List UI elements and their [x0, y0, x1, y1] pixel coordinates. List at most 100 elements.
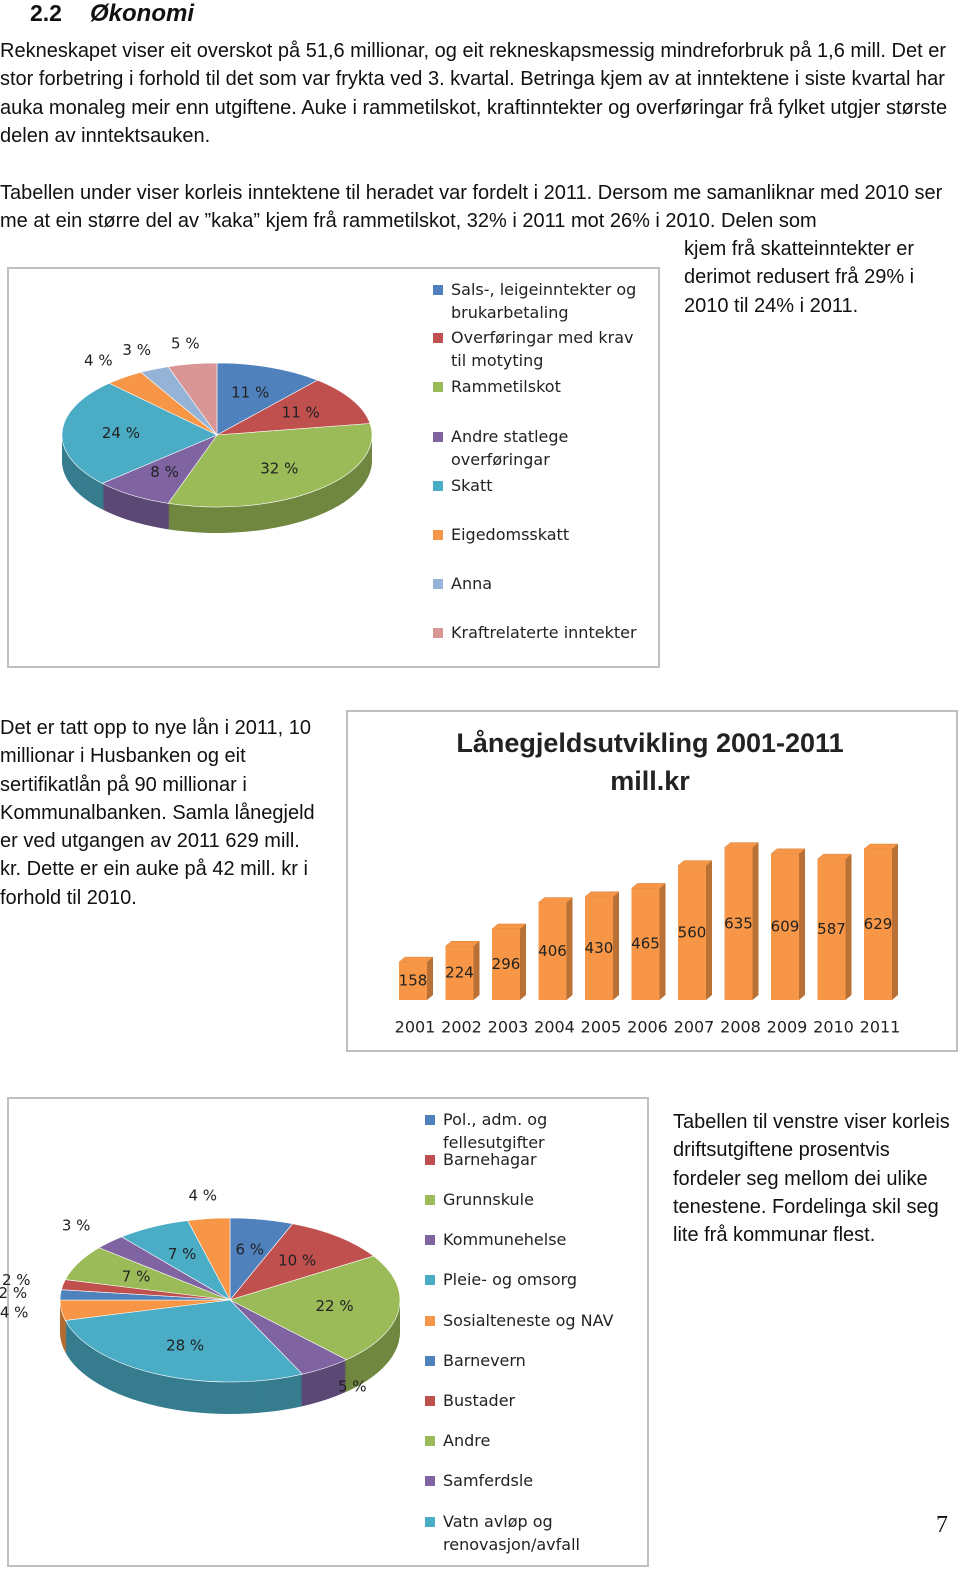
data-label: 7 % — [168, 1245, 197, 1263]
data-label: 224 — [445, 964, 474, 982]
chart-frame — [346, 710, 958, 1052]
data-label: 3 % — [122, 341, 151, 359]
bar-side — [613, 891, 619, 1000]
paragraph: Tabellen under viser korleis inntektene … — [0, 182, 943, 233]
legend-label: Vatn avløp og renovasjon/avfall — [443, 1512, 580, 1554]
legend-label: Skatt — [451, 476, 493, 495]
legend-label: Overføringar med krav til motyting — [451, 328, 634, 370]
bar — [817, 859, 846, 1000]
data-label: 5 % — [338, 1377, 367, 1395]
legend-label: Grunnskule — [443, 1190, 534, 1209]
legend-entry: Barnehagar — [425, 1148, 653, 1171]
legend-entry: Bustader — [425, 1389, 653, 1412]
data-label: 4 % — [188, 1186, 217, 1204]
data-label: 158 — [399, 972, 428, 990]
pie-slice — [187, 1217, 231, 1301]
bar-top — [816, 853, 853, 860]
legend-swatch — [425, 1195, 435, 1205]
legend-label: Andre — [443, 1431, 491, 1450]
pie-slice — [167, 362, 218, 436]
legend-entry: Andre statlege overføringar — [433, 425, 651, 471]
x-tick-label: 2007 — [674, 1018, 715, 1037]
legend-entry: Pol., adm. og fellesutgifter — [425, 1108, 653, 1154]
legend-swatch — [433, 530, 443, 540]
bar — [631, 888, 660, 1000]
bar-side — [566, 897, 573, 1000]
bar-side — [799, 848, 805, 1000]
chart-title: Lånegjeldsutvikling 2001-2011 mill.kr — [456, 728, 844, 796]
data-label: 6 % — [235, 1241, 264, 1259]
legend-label: Kraftrelaterte inntekter — [451, 623, 637, 642]
section-title: Økonomi — [90, 0, 195, 27]
data-label: 32 % — [260, 459, 298, 477]
pie-slice — [216, 362, 319, 436]
legend-label: Andre statlege overføringar — [451, 427, 569, 469]
bar-top — [444, 940, 481, 947]
pie-slice — [216, 379, 371, 436]
data-label: 28 % — [166, 1337, 204, 1355]
pie-slice — [229, 1223, 375, 1301]
data-label: 629 — [864, 915, 893, 933]
legend-swatch — [425, 1517, 435, 1527]
legend-swatch — [433, 432, 443, 442]
data-label: 5 % — [171, 335, 200, 353]
bar-top — [770, 848, 806, 855]
legend-swatch — [425, 1476, 435, 1486]
legend-swatch — [425, 1436, 435, 1446]
legend-entry: Grunnskule — [425, 1188, 653, 1211]
chart-frame — [7, 1097, 649, 1567]
data-label: 22 % — [316, 1297, 354, 1315]
legend-label: Barnevern — [443, 1351, 526, 1370]
bar-top — [537, 897, 574, 903]
bar — [864, 849, 892, 1000]
bar — [538, 902, 567, 1000]
bar-top — [630, 883, 667, 889]
data-label: 296 — [492, 955, 521, 973]
legend-label: Anna — [451, 574, 493, 593]
data-label: 465 — [631, 935, 660, 953]
bar — [678, 865, 706, 1000]
legend-label: Kommunehelse — [443, 1230, 567, 1249]
x-tick-label: 2011 — [860, 1018, 901, 1037]
legend-swatch — [425, 1115, 435, 1125]
data-label: 4 % — [84, 352, 113, 370]
bar — [585, 896, 613, 1000]
bar-side — [427, 957, 433, 1000]
bar-side — [752, 842, 759, 1000]
legend-swatch — [433, 579, 443, 589]
x-tick-label: 2008 — [720, 1018, 761, 1037]
x-tick-label: 2005 — [581, 1018, 622, 1037]
legend-entry: Andre — [425, 1429, 653, 1452]
bar-side — [892, 844, 898, 1000]
bar — [724, 847, 753, 1000]
legend-entry: Skatt — [433, 474, 651, 497]
legend-entry: Rammetilskot — [433, 375, 651, 398]
bar-top — [723, 842, 760, 848]
data-label: 10 % — [278, 1251, 316, 1269]
bar-side — [473, 941, 480, 1000]
chart-frame — [7, 267, 660, 668]
bar-side — [520, 923, 526, 1000]
bar-top — [584, 891, 620, 898]
x-tick-label: 2003 — [488, 1018, 529, 1037]
data-label: 3 % — [62, 1216, 91, 1234]
legend-entry: Barnevern — [425, 1349, 653, 1372]
legend-entry: Vatn avløp og renovasjon/avfall — [425, 1510, 653, 1556]
x-tick-label: 2010 — [813, 1018, 854, 1037]
legend-swatch — [433, 285, 443, 295]
paragraph: Tabellen til venstre viser korleis drift… — [673, 1111, 950, 1247]
data-label: 11 % — [231, 384, 269, 402]
bar-top — [491, 923, 527, 930]
data-label: 24 % — [102, 424, 140, 442]
legend-label: Pleie- og omsorg — [443, 1270, 578, 1289]
data-label: 430 — [585, 939, 614, 957]
legend-swatch — [433, 481, 443, 491]
data-label: 587 — [817, 920, 846, 938]
legend-entry: Eigedomsskatt — [433, 523, 651, 546]
data-label: 11 % — [282, 404, 320, 422]
legend-label: Bustader — [443, 1391, 516, 1410]
legend-entry: Kraftrelaterte inntekter — [433, 621, 651, 644]
x-tick-label: 2004 — [534, 1018, 575, 1037]
page-number: 7 — [936, 1512, 948, 1538]
